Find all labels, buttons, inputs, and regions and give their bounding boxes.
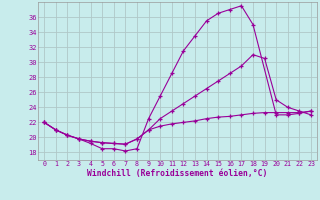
X-axis label: Windchill (Refroidissement éolien,°C): Windchill (Refroidissement éolien,°C) <box>87 169 268 178</box>
